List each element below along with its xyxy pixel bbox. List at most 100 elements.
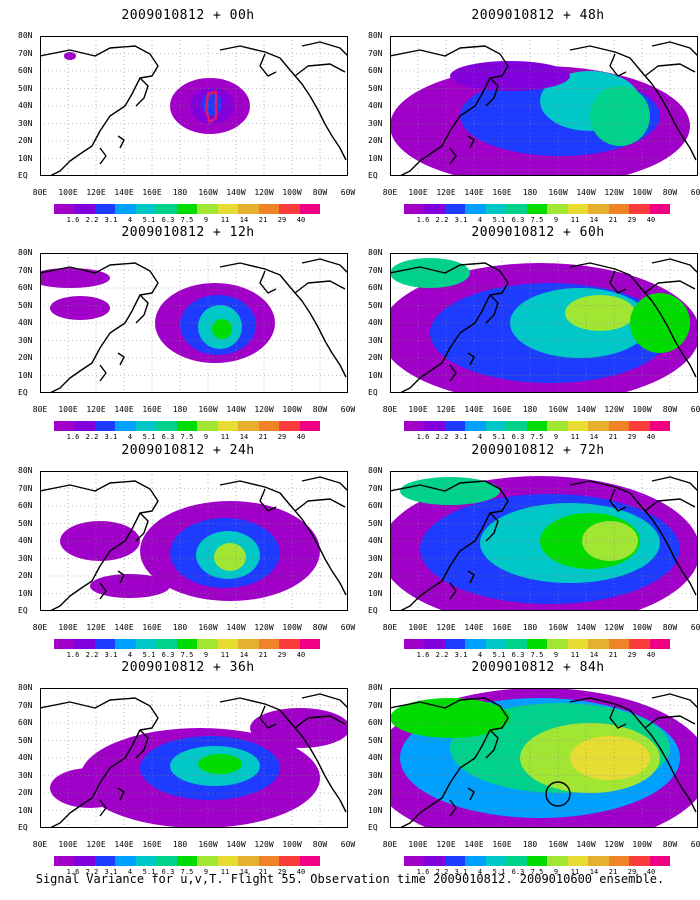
colorbar-label: 1.6	[416, 868, 430, 876]
colorbar-swatch	[444, 639, 466, 649]
x-tick-label: 100E	[408, 405, 428, 414]
colorbar-swatch	[485, 639, 507, 649]
colorbar-label: 9	[203, 216, 209, 224]
y-tick-label: 40N	[368, 101, 383, 110]
colorbar-swatch	[94, 856, 116, 866]
colorbar-label: 6.3	[161, 868, 175, 876]
x-tick-label: 80W	[662, 405, 678, 414]
colorbar-label: 11	[570, 868, 580, 876]
colorbar	[404, 639, 671, 649]
colorbar-swatch	[94, 204, 116, 214]
colorbar-swatch	[94, 639, 116, 649]
x-tick-label: 160E	[492, 188, 512, 197]
y-tick-label: 10N	[18, 370, 33, 380]
colorbar-swatch	[424, 204, 445, 214]
y-tick-label: EQ	[368, 606, 378, 615]
colorbar-swatch	[465, 204, 486, 214]
y-tick-label: 50N	[368, 518, 383, 528]
y-tick-label: 30N	[368, 118, 383, 128]
coastline	[485, 512, 499, 542]
y-tick-label: 60N	[368, 718, 383, 727]
y-tick-label: 20N	[18, 788, 33, 797]
y-tick-label: 60N	[368, 283, 383, 292]
colorbar-label: 6.3	[511, 651, 525, 659]
colorbar-swatch	[629, 856, 650, 866]
colorbar-swatch	[156, 204, 177, 214]
colorbar-swatch	[54, 421, 75, 431]
colorbar-swatch	[588, 856, 609, 866]
variance-contour	[630, 293, 690, 353]
coastline	[485, 729, 499, 759]
y-tick-label: EQ	[368, 823, 378, 832]
x-tick-label: 160E	[142, 840, 162, 849]
y-tick-label: 50N	[18, 518, 33, 528]
x-tick-label: 160E	[492, 840, 512, 849]
map-panel-p24: 2009010812 + 24h 80N 70N 60N 50N 40N 30N 20N 10N…	[18, 443, 358, 659]
coastline	[117, 352, 125, 366]
colorbar-swatch	[115, 856, 136, 866]
x-tick-label: 140E	[464, 405, 484, 414]
x-tick-label: 60W	[690, 188, 700, 197]
x-tick-label: 60W	[340, 405, 356, 414]
x-tick-label: 140E	[464, 623, 484, 632]
colorbar-swatch	[424, 421, 445, 431]
colorbar-label: 5.1	[492, 868, 506, 876]
variance-contour	[400, 477, 500, 505]
colorbar-label: 29	[627, 216, 637, 224]
colorbar-label: 29	[277, 651, 287, 659]
variance-contour	[250, 708, 348, 748]
colorbar	[404, 204, 671, 214]
colorbar-swatch	[238, 639, 259, 649]
y-tick-label: 10N	[368, 153, 383, 163]
variance-contour	[90, 574, 170, 598]
colorbar-swatch	[526, 639, 548, 649]
colorbar-swatch	[299, 856, 321, 866]
colorbar-label: 1.6	[66, 868, 80, 876]
colorbar-label: 11	[220, 651, 230, 659]
colorbar-label: 3.1	[454, 651, 468, 659]
colorbar-swatch	[54, 856, 75, 866]
y-tick-label: 50N	[368, 735, 383, 745]
x-tick-label: 140W	[226, 405, 246, 414]
map-plot	[390, 36, 698, 176]
x-tick-label: 100E	[58, 405, 78, 414]
y-tick-label: 30N	[18, 553, 33, 563]
colorbar-label: 21	[608, 216, 618, 224]
x-tick-label: 60W	[340, 623, 356, 632]
x-tick-label: 100W	[282, 840, 302, 849]
y-tick-label: 30N	[18, 118, 33, 128]
x-tick-label: 80E	[32, 623, 48, 632]
map-plot	[40, 688, 348, 828]
x-tick-label: 120E	[86, 840, 106, 849]
colorbar-swatch	[547, 421, 568, 431]
x-tick-label: 80E	[32, 188, 48, 197]
x-tick-label: 100E	[408, 188, 428, 197]
colorbar-swatch	[176, 639, 198, 649]
colorbar-label: 14	[239, 216, 249, 224]
colorbar-label: 9	[203, 433, 209, 441]
x-tick-label: 100W	[282, 188, 302, 197]
x-tick-label: 80W	[662, 623, 678, 632]
y-tick-label: 40N	[18, 318, 33, 327]
colorbar-label: 40	[296, 216, 306, 224]
y-tick-label: 20N	[18, 571, 33, 580]
colorbar-label: 3.1	[454, 216, 468, 224]
colorbar	[54, 421, 321, 431]
coastline	[219, 697, 347, 813]
coastline	[467, 787, 475, 801]
map-plot	[390, 688, 698, 828]
x-tick-label: 180	[522, 188, 538, 197]
x-tick-label: 120W	[254, 188, 274, 197]
colorbar-swatch	[567, 639, 589, 649]
colorbar-label: 40	[296, 868, 306, 876]
x-tick-label: 140W	[576, 840, 596, 849]
x-tick-label: 140W	[576, 623, 596, 632]
colorbar-label: 29	[277, 216, 287, 224]
x-tick-label: 80E	[382, 623, 398, 632]
colorbar-swatch	[176, 856, 198, 866]
variance-contour	[198, 754, 242, 774]
y-tick-label: 70N	[368, 483, 383, 493]
colorbar-swatch	[217, 639, 239, 649]
y-tick-label: 40N	[18, 536, 33, 545]
colorbar-swatch	[94, 421, 116, 431]
